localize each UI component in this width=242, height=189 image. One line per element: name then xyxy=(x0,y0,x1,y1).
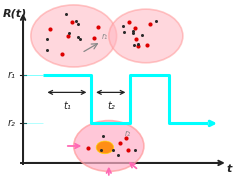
Text: t: t xyxy=(227,163,232,174)
Circle shape xyxy=(109,9,183,63)
Circle shape xyxy=(74,121,144,171)
Text: t₁: t₁ xyxy=(63,101,71,111)
Text: R(t): R(t) xyxy=(3,8,27,18)
Text: r₂: r₂ xyxy=(124,129,130,138)
Text: r₂: r₂ xyxy=(8,119,15,128)
Text: r₁: r₁ xyxy=(8,70,15,81)
Text: t₂: t₂ xyxy=(107,101,115,111)
Circle shape xyxy=(31,5,117,67)
Circle shape xyxy=(96,141,114,154)
Text: r₁: r₁ xyxy=(102,32,108,41)
